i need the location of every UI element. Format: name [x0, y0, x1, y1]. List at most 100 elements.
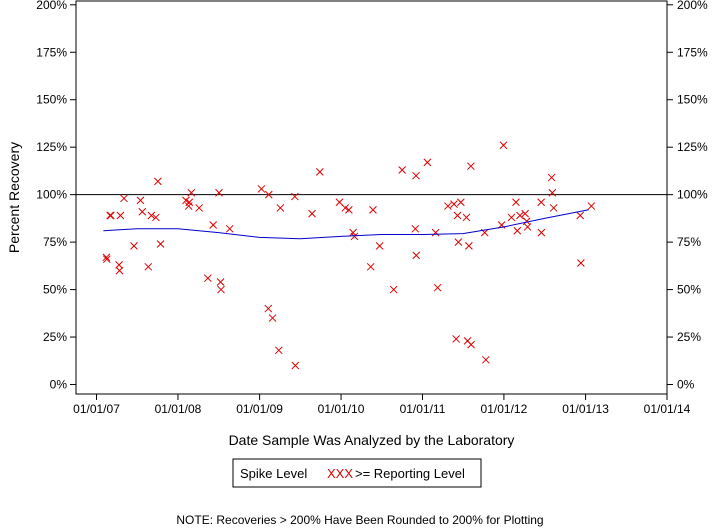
y-tick-label-right: 175%	[677, 45, 708, 59]
x-tick-label: 01/01/13	[562, 402, 609, 416]
legend-title: Spike Level	[240, 466, 307, 481]
data-point	[195, 204, 204, 212]
plot-frame	[75, 0, 668, 395]
data-point	[185, 198, 194, 207]
data-point	[481, 355, 490, 364]
x-tick-label: 01/01/11	[400, 402, 446, 416]
data-point	[516, 211, 524, 220]
y-tick-label-left: 75%	[43, 235, 67, 249]
data-point	[216, 278, 225, 286]
data-point	[398, 166, 407, 174]
y-tick-label-left: 175%	[36, 45, 67, 59]
data-point	[431, 228, 440, 237]
plot-note: NOTE: Recoveries > 200% Have Been Rounde…	[176, 513, 543, 527]
data-point	[147, 211, 156, 220]
data-point	[225, 224, 234, 233]
y-tick-label-right: 125%	[677, 140, 708, 154]
data-point	[549, 204, 558, 212]
data-point	[369, 205, 377, 214]
y-tick-label-right: 200%	[677, 0, 708, 12]
y-tick-label-right: 150%	[677, 93, 708, 107]
y-tick-label-right: 100%	[677, 188, 708, 202]
data-point	[423, 158, 432, 167]
data-point	[467, 340, 475, 349]
y-tick-label-left: 200%	[36, 0, 67, 12]
data-point	[456, 198, 465, 207]
data-point	[215, 188, 223, 197]
y-tick-label-right: 25%	[677, 330, 701, 344]
data-point	[350, 232, 359, 241]
data-point	[116, 211, 125, 220]
legend-entry-label: >= Reporting Level	[355, 466, 465, 481]
data-point	[450, 200, 458, 208]
data-point	[152, 213, 160, 222]
y-tick-label-left: 125%	[36, 140, 67, 154]
data-point	[187, 188, 196, 197]
data-point	[375, 242, 384, 250]
data-point	[521, 209, 529, 218]
x-tick-label: 01/01/07	[73, 402, 120, 416]
data-point	[547, 173, 556, 182]
y-axis-ticks: 0% 0% 25% 25% 50% 50% 75% 75% 100% 100% 125% 125% 15…	[36, 0, 708, 392]
data-point	[537, 198, 546, 207]
data-point	[106, 211, 115, 220]
y-tick-label-left: 0%	[50, 378, 68, 392]
data-point	[345, 205, 353, 214]
data-point	[412, 171, 420, 180]
legend-marker: XXX	[327, 466, 353, 481]
x-tick-label: 01/01/10	[318, 402, 365, 416]
data-point	[452, 335, 461, 343]
data-point	[308, 209, 316, 218]
y-tick-label-right: 50%	[677, 283, 701, 297]
data-point	[389, 285, 398, 294]
data-point	[315, 168, 324, 176]
trend-line	[103, 209, 589, 240]
y-axis-title: Percent Recovery	[6, 142, 22, 253]
y-tick-label-left: 100%	[36, 188, 67, 202]
data-points	[102, 141, 596, 370]
data-point	[154, 177, 162, 186]
data-point	[115, 266, 124, 275]
x-tick-label: 01/01/09	[236, 402, 283, 416]
data-point	[291, 361, 300, 370]
x-axis-title: Date Sample Was Analyzed by the Laborato…	[229, 432, 515, 448]
data-point	[465, 242, 473, 250]
data-point	[138, 207, 147, 216]
data-point	[268, 314, 277, 322]
data-point	[433, 283, 442, 292]
data-point	[102, 255, 111, 264]
data-point	[523, 223, 532, 231]
data-point	[587, 202, 596, 210]
data-point	[291, 192, 299, 201]
data-point	[462, 213, 471, 222]
data-point	[276, 204, 285, 212]
y-tick-label-left: 150%	[36, 93, 67, 107]
data-point	[274, 346, 283, 355]
data-point	[512, 198, 520, 207]
y-tick-label-right: 0%	[677, 378, 695, 392]
data-point	[537, 228, 546, 237]
data-point	[209, 221, 218, 229]
data-point	[577, 259, 585, 267]
x-axis-ticks: 01/01/07 01/01/08 01/01/09 01/01/10 01/01/11…	[73, 394, 691, 416]
data-point	[513, 226, 522, 235]
legend: Spike Level XXX >= Reporting Level	[232, 458, 482, 488]
data-point	[257, 185, 266, 193]
legend-box	[232, 458, 482, 488]
data-point	[264, 304, 273, 313]
y-tick-label-right: 75%	[677, 235, 701, 249]
data-point	[412, 251, 421, 260]
data-point	[264, 190, 273, 199]
data-point	[454, 238, 463, 246]
data-point	[102, 253, 111, 262]
data-point	[548, 188, 557, 197]
data-point	[204, 274, 212, 283]
data-point	[156, 240, 165, 248]
data-point	[136, 196, 145, 205]
data-point	[341, 204, 350, 212]
y-tick-label-left: 50%	[43, 283, 67, 297]
data-point	[130, 242, 138, 250]
data-point	[444, 202, 452, 210]
data-point	[467, 162, 475, 171]
